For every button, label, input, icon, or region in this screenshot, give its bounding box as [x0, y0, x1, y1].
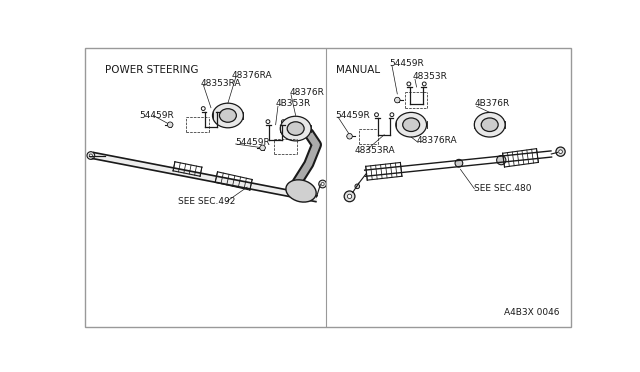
Circle shape — [556, 147, 565, 156]
Circle shape — [390, 113, 394, 117]
Circle shape — [319, 180, 326, 188]
Circle shape — [347, 134, 353, 139]
Circle shape — [217, 107, 221, 110]
Circle shape — [87, 152, 95, 159]
Circle shape — [455, 159, 463, 167]
Circle shape — [348, 194, 352, 199]
Circle shape — [374, 113, 378, 117]
Text: 4B353R: 4B353R — [276, 99, 311, 108]
Circle shape — [355, 184, 360, 189]
Text: 48376RA: 48376RA — [417, 136, 457, 145]
Ellipse shape — [280, 116, 311, 141]
Ellipse shape — [481, 118, 498, 131]
Ellipse shape — [220, 109, 236, 122]
Text: 54459R: 54459R — [140, 111, 174, 120]
Text: 48353RA: 48353RA — [201, 78, 241, 88]
Circle shape — [497, 155, 506, 165]
Circle shape — [394, 97, 400, 103]
Text: 48376R: 48376R — [289, 88, 324, 97]
Text: POWER STEERING: POWER STEERING — [105, 65, 198, 76]
Circle shape — [422, 82, 426, 86]
Circle shape — [202, 107, 205, 110]
Circle shape — [168, 122, 173, 128]
Text: SEE SEC.480: SEE SEC.480 — [474, 184, 532, 193]
Circle shape — [90, 154, 92, 157]
Circle shape — [559, 150, 563, 154]
Circle shape — [282, 120, 285, 124]
Circle shape — [260, 145, 266, 151]
Text: 48353R: 48353R — [413, 73, 447, 81]
Ellipse shape — [403, 118, 420, 131]
Ellipse shape — [396, 112, 426, 137]
Circle shape — [266, 120, 270, 124]
Circle shape — [344, 191, 355, 202]
Ellipse shape — [287, 122, 304, 135]
Text: SEE SEC.492: SEE SEC.492 — [178, 197, 236, 206]
Text: MANUAL: MANUAL — [336, 65, 380, 76]
Ellipse shape — [474, 112, 505, 137]
Text: 54459R: 54459R — [236, 138, 270, 147]
Text: 54459R: 54459R — [336, 111, 371, 120]
Circle shape — [321, 183, 324, 186]
Polygon shape — [93, 153, 316, 202]
Text: 48376RA: 48376RA — [232, 71, 273, 80]
Text: 4B376R: 4B376R — [474, 99, 509, 108]
Ellipse shape — [212, 103, 243, 128]
Text: A4B3X 0046: A4B3X 0046 — [504, 308, 559, 317]
Circle shape — [407, 82, 411, 86]
Ellipse shape — [286, 180, 316, 202]
Text: 48353RA: 48353RA — [355, 145, 396, 155]
Text: 54459R: 54459R — [390, 59, 424, 68]
